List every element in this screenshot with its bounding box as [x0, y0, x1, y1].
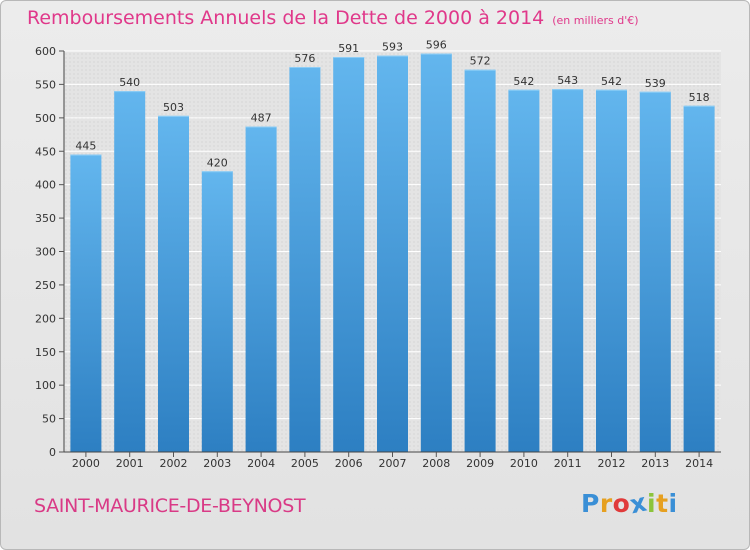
x-tick-label: 2012 [598, 457, 626, 470]
y-tick-label: 250 [35, 279, 56, 292]
bar [70, 154, 102, 452]
y-tick-label: 400 [35, 179, 56, 192]
chart-title-text: Remboursements Annuels de la Dette de 20… [27, 7, 545, 29]
y-tick-label: 350 [35, 212, 56, 225]
bar [245, 126, 277, 452]
x-tick-label: 2005 [291, 457, 319, 470]
value-label: 445 [75, 140, 96, 153]
x-tick-label: 2011 [554, 457, 582, 470]
logo-letter: r [599, 489, 613, 518]
bar [201, 171, 233, 453]
x-tick-label: 2007 [379, 457, 407, 470]
value-label: 591 [338, 42, 359, 55]
x-tick-label: 2014 [685, 457, 713, 470]
value-label: 420 [207, 156, 228, 169]
logo-letter: o [612, 489, 631, 518]
bar [639, 91, 671, 452]
y-tick-label: 100 [35, 379, 56, 392]
chart-title: Remboursements Annuels de la Dette de 20… [27, 7, 639, 29]
logo-letter: i [668, 489, 678, 518]
commune-name: SAINT-MAURICE-DE-BEYNOST [34, 495, 306, 517]
x-tick-label: 2010 [510, 457, 538, 470]
x-tick-label: 2004 [247, 457, 275, 470]
y-tick-label: 200 [35, 312, 56, 325]
x-tick-label: 2008 [422, 457, 450, 470]
bar [420, 53, 452, 452]
x-tick-label: 2003 [203, 457, 231, 470]
value-label: 572 [470, 55, 491, 68]
x-tick-label: 2002 [160, 457, 188, 470]
bar [377, 55, 408, 452]
value-label: 539 [645, 77, 666, 90]
value-label: 542 [513, 75, 534, 88]
bar [508, 89, 540, 452]
value-label: 487 [251, 112, 272, 125]
logo-letter: t [656, 489, 669, 518]
bar [464, 69, 496, 453]
logo-letter: i [647, 489, 657, 518]
logo-letter: P [581, 489, 600, 518]
x-tick-label: 2006 [335, 457, 363, 470]
value-label: 503 [163, 101, 184, 114]
x-tick-label: 2009 [466, 457, 494, 470]
value-label: 543 [557, 74, 578, 87]
value-label: 542 [601, 75, 622, 88]
bar [289, 67, 321, 452]
bar [596, 89, 627, 452]
bar [552, 89, 584, 452]
value-label: 540 [119, 76, 140, 89]
y-tick-label: 600 [35, 45, 56, 58]
y-tick-label: 500 [35, 112, 56, 125]
chart-subtitle: (en milliers d'€) [552, 14, 639, 27]
y-tick-label: 300 [35, 246, 56, 259]
bar [158, 115, 189, 452]
value-label: 596 [426, 39, 447, 52]
value-label: 518 [689, 91, 710, 104]
value-label: 593 [382, 41, 403, 54]
y-tick-label: 150 [35, 346, 56, 359]
x-tick-label: 2013 [641, 457, 669, 470]
bar [683, 105, 715, 452]
y-tick-label: 0 [49, 446, 56, 459]
bar [114, 91, 146, 452]
y-tick-label: 50 [42, 413, 56, 426]
y-tick-label: 550 [35, 78, 56, 91]
y-tick-label: 450 [35, 145, 56, 158]
x-tick-label: 2000 [72, 457, 100, 470]
value-label: 576 [294, 52, 315, 65]
proxiti-logo: Proxiti [581, 488, 678, 520]
x-tick-label: 2001 [116, 457, 144, 470]
bar [333, 57, 365, 452]
